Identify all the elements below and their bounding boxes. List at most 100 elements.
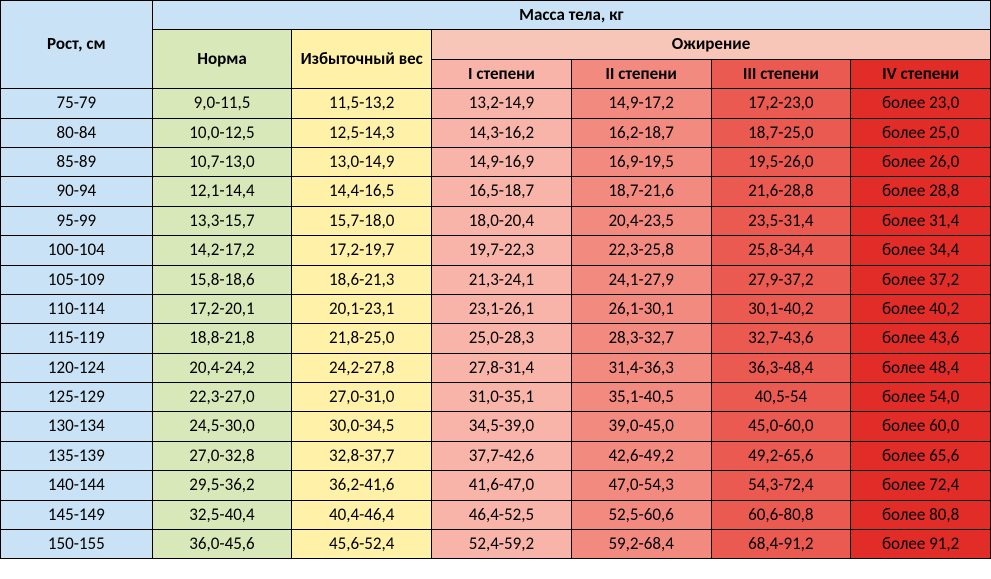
cell-excess: 15,7-18,0 xyxy=(292,206,432,235)
cell-norma: 27,0-32,8 xyxy=(152,441,292,470)
cell-norma: 10,0-12,5 xyxy=(152,118,292,147)
table-row: 100-10414,2-17,217,2-19,719,7-22,322,3-2… xyxy=(1,236,991,265)
cell-height: 105-109 xyxy=(1,265,153,294)
cell-stage2: 59,2-68,4 xyxy=(571,530,711,559)
cell-norma: 20,4-24,2 xyxy=(152,353,292,382)
cell-stage3: 19,5-26,0 xyxy=(711,147,851,176)
cell-stage3: 36,3-48,4 xyxy=(711,353,851,382)
header-excess: Избыточный вес xyxy=(292,30,432,89)
cell-norma: 9,0-11,5 xyxy=(152,89,292,118)
table-row: 125-12922,3-27,027,0-31,031,0-35,135,1-4… xyxy=(1,383,991,412)
cell-norma: 13,3-15,7 xyxy=(152,206,292,235)
cell-excess: 40,4-46,4 xyxy=(292,500,432,529)
cell-stage4: более 43,6 xyxy=(851,324,991,353)
cell-height: 95-99 xyxy=(1,206,153,235)
cell-stage1: 46,4-52,5 xyxy=(432,500,572,529)
cell-stage4: более 48,4 xyxy=(851,353,991,382)
cell-height: 145-149 xyxy=(1,500,153,529)
cell-stage4: более 23,0 xyxy=(851,89,991,118)
cell-stage2: 31,4-36,3 xyxy=(571,353,711,382)
cell-stage3: 60,6-80,8 xyxy=(711,500,851,529)
cell-norma: 12,1-14,4 xyxy=(152,177,292,206)
cell-norma: 36,0-45,6 xyxy=(152,530,292,559)
cell-excess: 12,5-14,3 xyxy=(292,118,432,147)
cell-height: 135-139 xyxy=(1,441,153,470)
cell-stage1: 23,1-26,1 xyxy=(432,294,572,323)
cell-stage2: 18,7-21,6 xyxy=(571,177,711,206)
cell-height: 115-119 xyxy=(1,324,153,353)
cell-stage2: 52,5-60,6 xyxy=(571,500,711,529)
cell-stage2: 42,6-49,2 xyxy=(571,441,711,470)
cell-norma: 10,7-13,0 xyxy=(152,147,292,176)
header-stage3: III степени xyxy=(711,59,851,88)
cell-excess: 17,2-19,7 xyxy=(292,236,432,265)
cell-stage3: 68,4-91,2 xyxy=(711,530,851,559)
cell-excess: 11,5-13,2 xyxy=(292,89,432,118)
header-stage1: I степени xyxy=(432,59,572,88)
cell-stage1: 25,0-28,3 xyxy=(432,324,572,353)
cell-stage1: 31,0-35,1 xyxy=(432,383,572,412)
cell-height: 110-114 xyxy=(1,294,153,323)
cell-stage1: 18,0-20,4 xyxy=(432,206,572,235)
table-row: 130-13424,5-30,030,0-34,534,5-39,039,0-4… xyxy=(1,412,991,441)
cell-stage4: более 28,8 xyxy=(851,177,991,206)
cell-stage4: более 80,8 xyxy=(851,500,991,529)
cell-stage4: более 34,4 xyxy=(851,236,991,265)
table-row: 95-9913,3-15,715,7-18,018,0-20,420,4-23,… xyxy=(1,206,991,235)
cell-excess: 30,0-34,5 xyxy=(292,412,432,441)
cell-height: 150-155 xyxy=(1,530,153,559)
cell-stage1: 16,5-18,7 xyxy=(432,177,572,206)
cell-stage3: 18,7-25,0 xyxy=(711,118,851,147)
cell-excess: 14,4-16,5 xyxy=(292,177,432,206)
header-mass: Масса тела, кг xyxy=(152,1,990,30)
header-stage4: IV степени xyxy=(851,59,991,88)
cell-stage4: более 72,4 xyxy=(851,471,991,500)
cell-stage3: 25,8-34,4 xyxy=(711,236,851,265)
cell-norma: 18,8-21,8 xyxy=(152,324,292,353)
bmi-table-container: Рост, см Масса тела, кг Норма Избыточный… xyxy=(0,0,991,559)
cell-norma: 22,3-27,0 xyxy=(152,383,292,412)
table-row: 115-11918,8-21,821,8-25,025,0-28,328,3-3… xyxy=(1,324,991,353)
cell-height: 120-124 xyxy=(1,353,153,382)
cell-stage3: 49,2-65,6 xyxy=(711,441,851,470)
cell-stage4: более 37,2 xyxy=(851,265,991,294)
table-row: 75-799,0-11,511,5-13,213,2-14,914,9-17,2… xyxy=(1,89,991,118)
cell-excess: 24,2-27,8 xyxy=(292,353,432,382)
cell-stage4: более 65,6 xyxy=(851,441,991,470)
table-body: 75-799,0-11,511,5-13,213,2-14,914,9-17,2… xyxy=(1,89,991,559)
cell-stage2: 14,9-17,2 xyxy=(571,89,711,118)
cell-excess: 32,8-37,7 xyxy=(292,441,432,470)
cell-stage3: 30,1-40,2 xyxy=(711,294,851,323)
cell-stage3: 23,5-31,4 xyxy=(711,206,851,235)
cell-height: 80-84 xyxy=(1,118,153,147)
cell-stage2: 16,2-18,7 xyxy=(571,118,711,147)
cell-stage1: 41,6-47,0 xyxy=(432,471,572,500)
cell-stage1: 19,7-22,3 xyxy=(432,236,572,265)
cell-height: 90-94 xyxy=(1,177,153,206)
header-height: Рост, см xyxy=(1,1,153,89)
bmi-table: Рост, см Масса тела, кг Норма Избыточный… xyxy=(0,0,991,559)
cell-excess: 45,6-52,4 xyxy=(292,530,432,559)
cell-stage2: 26,1-30,1 xyxy=(571,294,711,323)
cell-height: 125-129 xyxy=(1,383,153,412)
table-row: 80-8410,0-12,512,5-14,314,3-16,216,2-18,… xyxy=(1,118,991,147)
cell-height: 140-144 xyxy=(1,471,153,500)
cell-stage1: 52,4-59,2 xyxy=(432,530,572,559)
table-row: 150-15536,0-45,645,6-52,452,4-59,259,2-6… xyxy=(1,530,991,559)
cell-excess: 36,2-41,6 xyxy=(292,471,432,500)
table-row: 120-12420,4-24,224,2-27,827,8-31,431,4-3… xyxy=(1,353,991,382)
cell-stage1: 37,7-42,6 xyxy=(432,441,572,470)
cell-stage3: 21,6-28,8 xyxy=(711,177,851,206)
cell-height: 100-104 xyxy=(1,236,153,265)
cell-stage2: 35,1-40,5 xyxy=(571,383,711,412)
cell-stage2: 28,3-32,7 xyxy=(571,324,711,353)
cell-stage4: более 91,2 xyxy=(851,530,991,559)
cell-stage4: более 31,4 xyxy=(851,206,991,235)
cell-stage3: 17,2-23,0 xyxy=(711,89,851,118)
table-row: 135-13927,0-32,832,8-37,737,7-42,642,6-4… xyxy=(1,441,991,470)
cell-excess: 13,0-14,9 xyxy=(292,147,432,176)
cell-height: 130-134 xyxy=(1,412,153,441)
table-row: 140-14429,5-36,236,2-41,641,6-47,047,0-5… xyxy=(1,471,991,500)
cell-stage1: 14,3-16,2 xyxy=(432,118,572,147)
cell-stage1: 13,2-14,9 xyxy=(432,89,572,118)
